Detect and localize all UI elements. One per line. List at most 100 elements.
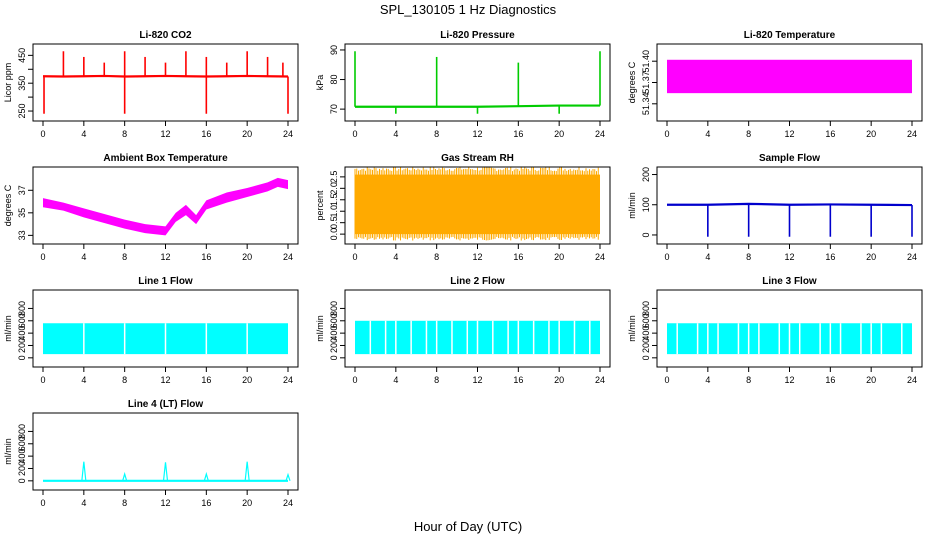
panel-4-y-tick-label-0: 0.0 [329,228,339,241]
panel-0-series-0 [42,74,289,78]
panel-1-x-tick-label-0: 0 [352,129,357,139]
panel-8-data [667,323,912,355]
panel-9-y-tick-label-0: 0 [17,478,27,483]
panel-9-peak-1 [122,471,128,481]
panel-8-x-tick-label-4: 16 [825,375,835,385]
panel-3-y-tick-label-0: 33 [17,230,27,240]
panel-3: Ambient Box Temperature 0 4 8 12 16 20 24 33 35 37… [3,153,299,262]
panel-6-y-tick-label-0: 0 [17,355,27,360]
panel-9-data [43,461,291,482]
panel-0-y-label: Licor ppm [3,63,13,103]
panel-5-x-tick-label-2: 8 [746,252,751,262]
panel-8-x-tick-label-3: 12 [784,375,794,385]
panel-5-title: Sample Flow [759,153,820,164]
panel-3-title: Ambient Box Temperature [103,153,228,164]
panel-9-x-tick-label-0: 0 [40,498,45,508]
panel-8-title: Line 3 Flow [762,276,817,287]
panel-9-title: Line 4 (LT) Flow [128,399,204,410]
panel-5-x-tick-label-1: 4 [705,252,710,262]
panel-3-data [43,177,288,236]
panel-3-x-tick-label-0: 0 [40,252,45,262]
panel-9-frame [32,412,299,491]
panel-4-x-tick-label-6: 24 [595,252,605,262]
panel-0-x-tick-label-1: 4 [81,129,86,139]
panel-1-x-tick-label-6: 24 [595,129,605,139]
panel-7-x-tick-label-1: 4 [393,375,398,385]
panel-2-x-tick-label-2: 8 [746,129,751,139]
panel-2-y-tick-label-0: 51.34 [641,93,651,116]
panel-5-x-tick-label-0: 0 [664,252,669,262]
panel-3-y-axis: 33 35 37 degrees C [3,184,34,240]
panel-3-band [43,177,288,236]
panel-0-y-tick-label-2: 350 [17,76,27,91]
panel-1-x-tick-label-3: 12 [472,129,482,139]
figure-x-axis-label: Hour of Day (UTC) [414,519,522,534]
panel-1-x-tick-label-5: 20 [554,129,564,139]
panel-8-y-tick-label-1: 200 [641,338,651,353]
panel-5-y-axis: 0 100 200 ml/min [627,167,658,237]
panel-1-y-tick-label-2: 90 [329,45,339,55]
panel-4-y-label: percent [315,190,325,221]
panel-0-y-axis: 250 350 450 Licor ppm [3,48,34,119]
panel-7-x-axis: 0 4 8 12 16 20 24 [352,366,605,385]
panel-6-x-tick-label-0: 0 [40,375,45,385]
panel-9-y-label: ml/min [3,438,13,465]
panel-4-x-tick-label-5: 20 [554,252,564,262]
panel-7-y-tick-label-4: 800 [329,301,339,316]
panel-1-x-axis: 0 4 8 12 16 20 24 [352,120,605,139]
panel-0-y-tick-label-0: 250 [17,104,27,119]
panel-5-x-tick-label-5: 20 [866,252,876,262]
panel-2-band [667,59,912,94]
panel-8-x-tick-label-5: 20 [866,375,876,385]
panel-0-x-tick-label-0: 0 [40,129,45,139]
panel-4-x-tick-label-2: 8 [434,252,439,262]
panel-6-y-label: ml/min [3,315,13,342]
panel-4-x-tick-label-3: 12 [472,252,482,262]
panel-1-y-label: kPa [315,75,325,91]
panel-1-y-tick-label-1: 80 [329,75,339,85]
panel-9-y-tick-label-2: 400 [17,449,27,464]
panel-8-y-tick-label-4: 800 [641,301,651,316]
panel-7-y-tick-label-2: 400 [329,326,339,341]
panel-3-y-tick-label-2: 37 [17,185,27,195]
panel-9-peak-2 [162,462,169,481]
panel-2-data [667,59,912,94]
panel-0-data [42,51,289,114]
panel-6-data [43,323,288,355]
panel-0-x-tick-label-6: 24 [283,129,293,139]
panel-3-y-tick-label-1: 35 [17,208,27,218]
panel-7-x-tick-label-2: 8 [434,375,439,385]
figure-title: SPL_130105 1 Hz Diagnostics [380,2,557,17]
panel-9-y-tick-label-1: 200 [17,461,27,476]
panel-5-x-axis: 0 4 8 12 16 20 24 [664,243,917,262]
panel-9-x-tick-label-6: 24 [283,498,293,508]
panel-3-x-tick-label-3: 12 [160,252,170,262]
panel-0-x-tick-label-2: 8 [122,129,127,139]
panel-7-y-tick-label-0: 0 [329,355,339,360]
panel-2-x-tick-label-3: 12 [784,129,794,139]
panel-4-data [354,166,600,241]
panel-6-x-tick-label-2: 8 [122,375,127,385]
panel-0-frame [32,43,299,122]
panel-7-x-tick-label-3: 12 [472,375,482,385]
panel-8-y-tick-label-2: 400 [641,326,651,341]
panel-0-x-axis: 0 4 8 12 16 20 24 [40,120,293,139]
panel-7-x-tick-label-6: 24 [595,375,605,385]
panel-3-x-tick-label-1: 4 [81,252,86,262]
panel-0-x-tick-label-4: 16 [201,129,211,139]
panel-4-y-axis: 0.00.51.01.52.02.5 percent [315,171,346,241]
panel-6-title: Line 1 Flow [138,276,193,287]
panel-2-x-tick-label-5: 20 [866,129,876,139]
panel-4-y-tick-label-4: 2.0 [329,182,339,195]
panel-3-x-tick-label-5: 20 [242,252,252,262]
panel-8-x-tick-label-2: 8 [746,375,751,385]
panel-3-x-axis: 0 4 8 12 16 20 24 [40,243,293,262]
panel-6-y-tick-label-3: 600 [17,313,27,328]
panel-6-x-tick-label-4: 16 [201,375,211,385]
panel-0-title: Li-820 CO2 [139,30,192,41]
